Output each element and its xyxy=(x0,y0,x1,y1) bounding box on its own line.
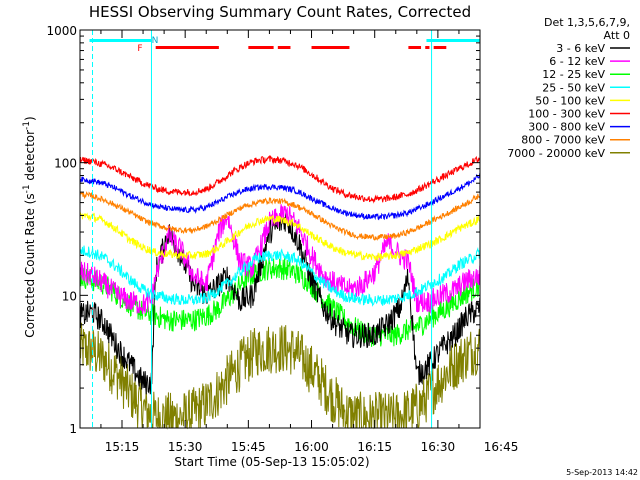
x-axis-label: Start Time (05-Sep-13 15:05:02) xyxy=(174,455,369,469)
legend-label-3: 25 - 50 keV xyxy=(542,81,605,94)
y-axis-label-part1: Corrected Count Rate (s xyxy=(23,193,37,337)
plot-area: FN xyxy=(79,30,481,430)
legend-label-0: 3 - 6 keV xyxy=(556,42,605,55)
series-line-8 xyxy=(79,322,481,430)
y-axis-label-sup2: -1 xyxy=(22,121,32,130)
chart-title: HESSI Observing Summary Count Rates, Cor… xyxy=(89,3,471,21)
flare-bar-6 xyxy=(433,46,447,49)
y-tick-label-0: 1 xyxy=(69,422,77,436)
series-line-0 xyxy=(79,211,481,395)
legend-label-7: 800 - 7000 keV xyxy=(521,134,605,147)
plot-frame xyxy=(79,29,481,429)
series-line-5 xyxy=(79,154,481,204)
y-axis-label-part3: ) xyxy=(23,116,37,121)
y-axis-label-sup1: -1 xyxy=(22,184,32,193)
flare-bar-5 xyxy=(425,46,430,49)
x-tick-label-4: 16:15 xyxy=(357,440,392,454)
night-flag-label: N xyxy=(152,36,159,46)
flare-flag-label: F xyxy=(137,44,142,54)
x-tick-label-5: 16:30 xyxy=(421,440,456,454)
legend-label-1: 6 - 12 keV xyxy=(549,55,605,68)
saa-bar-0 xyxy=(89,39,152,42)
legend-header-line2: Att 0 xyxy=(604,29,630,42)
x-tick-label-6: 16:45 xyxy=(484,440,519,454)
y-axis-label: Corrected Count Rate (s-1 detector-1) xyxy=(22,116,37,337)
legend-header-line1: Det 1,3,5,6,7,9, xyxy=(544,16,630,29)
flare-bar-1 xyxy=(248,46,274,49)
flare-bar-4 xyxy=(408,46,422,49)
x-tick-label-2: 15:45 xyxy=(231,440,266,454)
x-tick-label-1: 15:30 xyxy=(168,440,203,454)
y-tick-label-3: 1000 xyxy=(46,24,77,38)
series-line-6 xyxy=(79,173,481,221)
legend-label-5: 100 - 300 keV xyxy=(528,108,605,121)
x-tick-label-0: 15:15 xyxy=(105,440,140,454)
x-tick-label-3: 16:00 xyxy=(294,440,329,454)
flare-bar-0 xyxy=(155,46,219,49)
series-line-3 xyxy=(79,245,481,307)
flare-bar-3 xyxy=(311,46,350,49)
legend-label-4: 50 - 100 keV xyxy=(535,94,605,107)
legend-label-2: 12 - 25 keV xyxy=(542,68,605,81)
axes: 1 10 100 1000 15:15 15:30 15:45 16:00 16:15 16:30… xyxy=(46,24,518,454)
series-line-7 xyxy=(79,191,481,241)
legend-label-8: 7000 - 20000 keV xyxy=(507,147,605,160)
y-tick-label-1: 10 xyxy=(62,289,77,303)
flare-bar-2 xyxy=(277,46,291,49)
y-tick-label-2: 100 xyxy=(54,157,77,171)
y-axis-label-part2: detector xyxy=(23,130,37,185)
saa-bar-1 xyxy=(426,39,480,42)
series-line-4 xyxy=(79,212,481,262)
timestamp: 5-Sep-2013 14:42 xyxy=(566,468,638,477)
legend-label-6: 300 - 800 keV xyxy=(528,121,605,134)
